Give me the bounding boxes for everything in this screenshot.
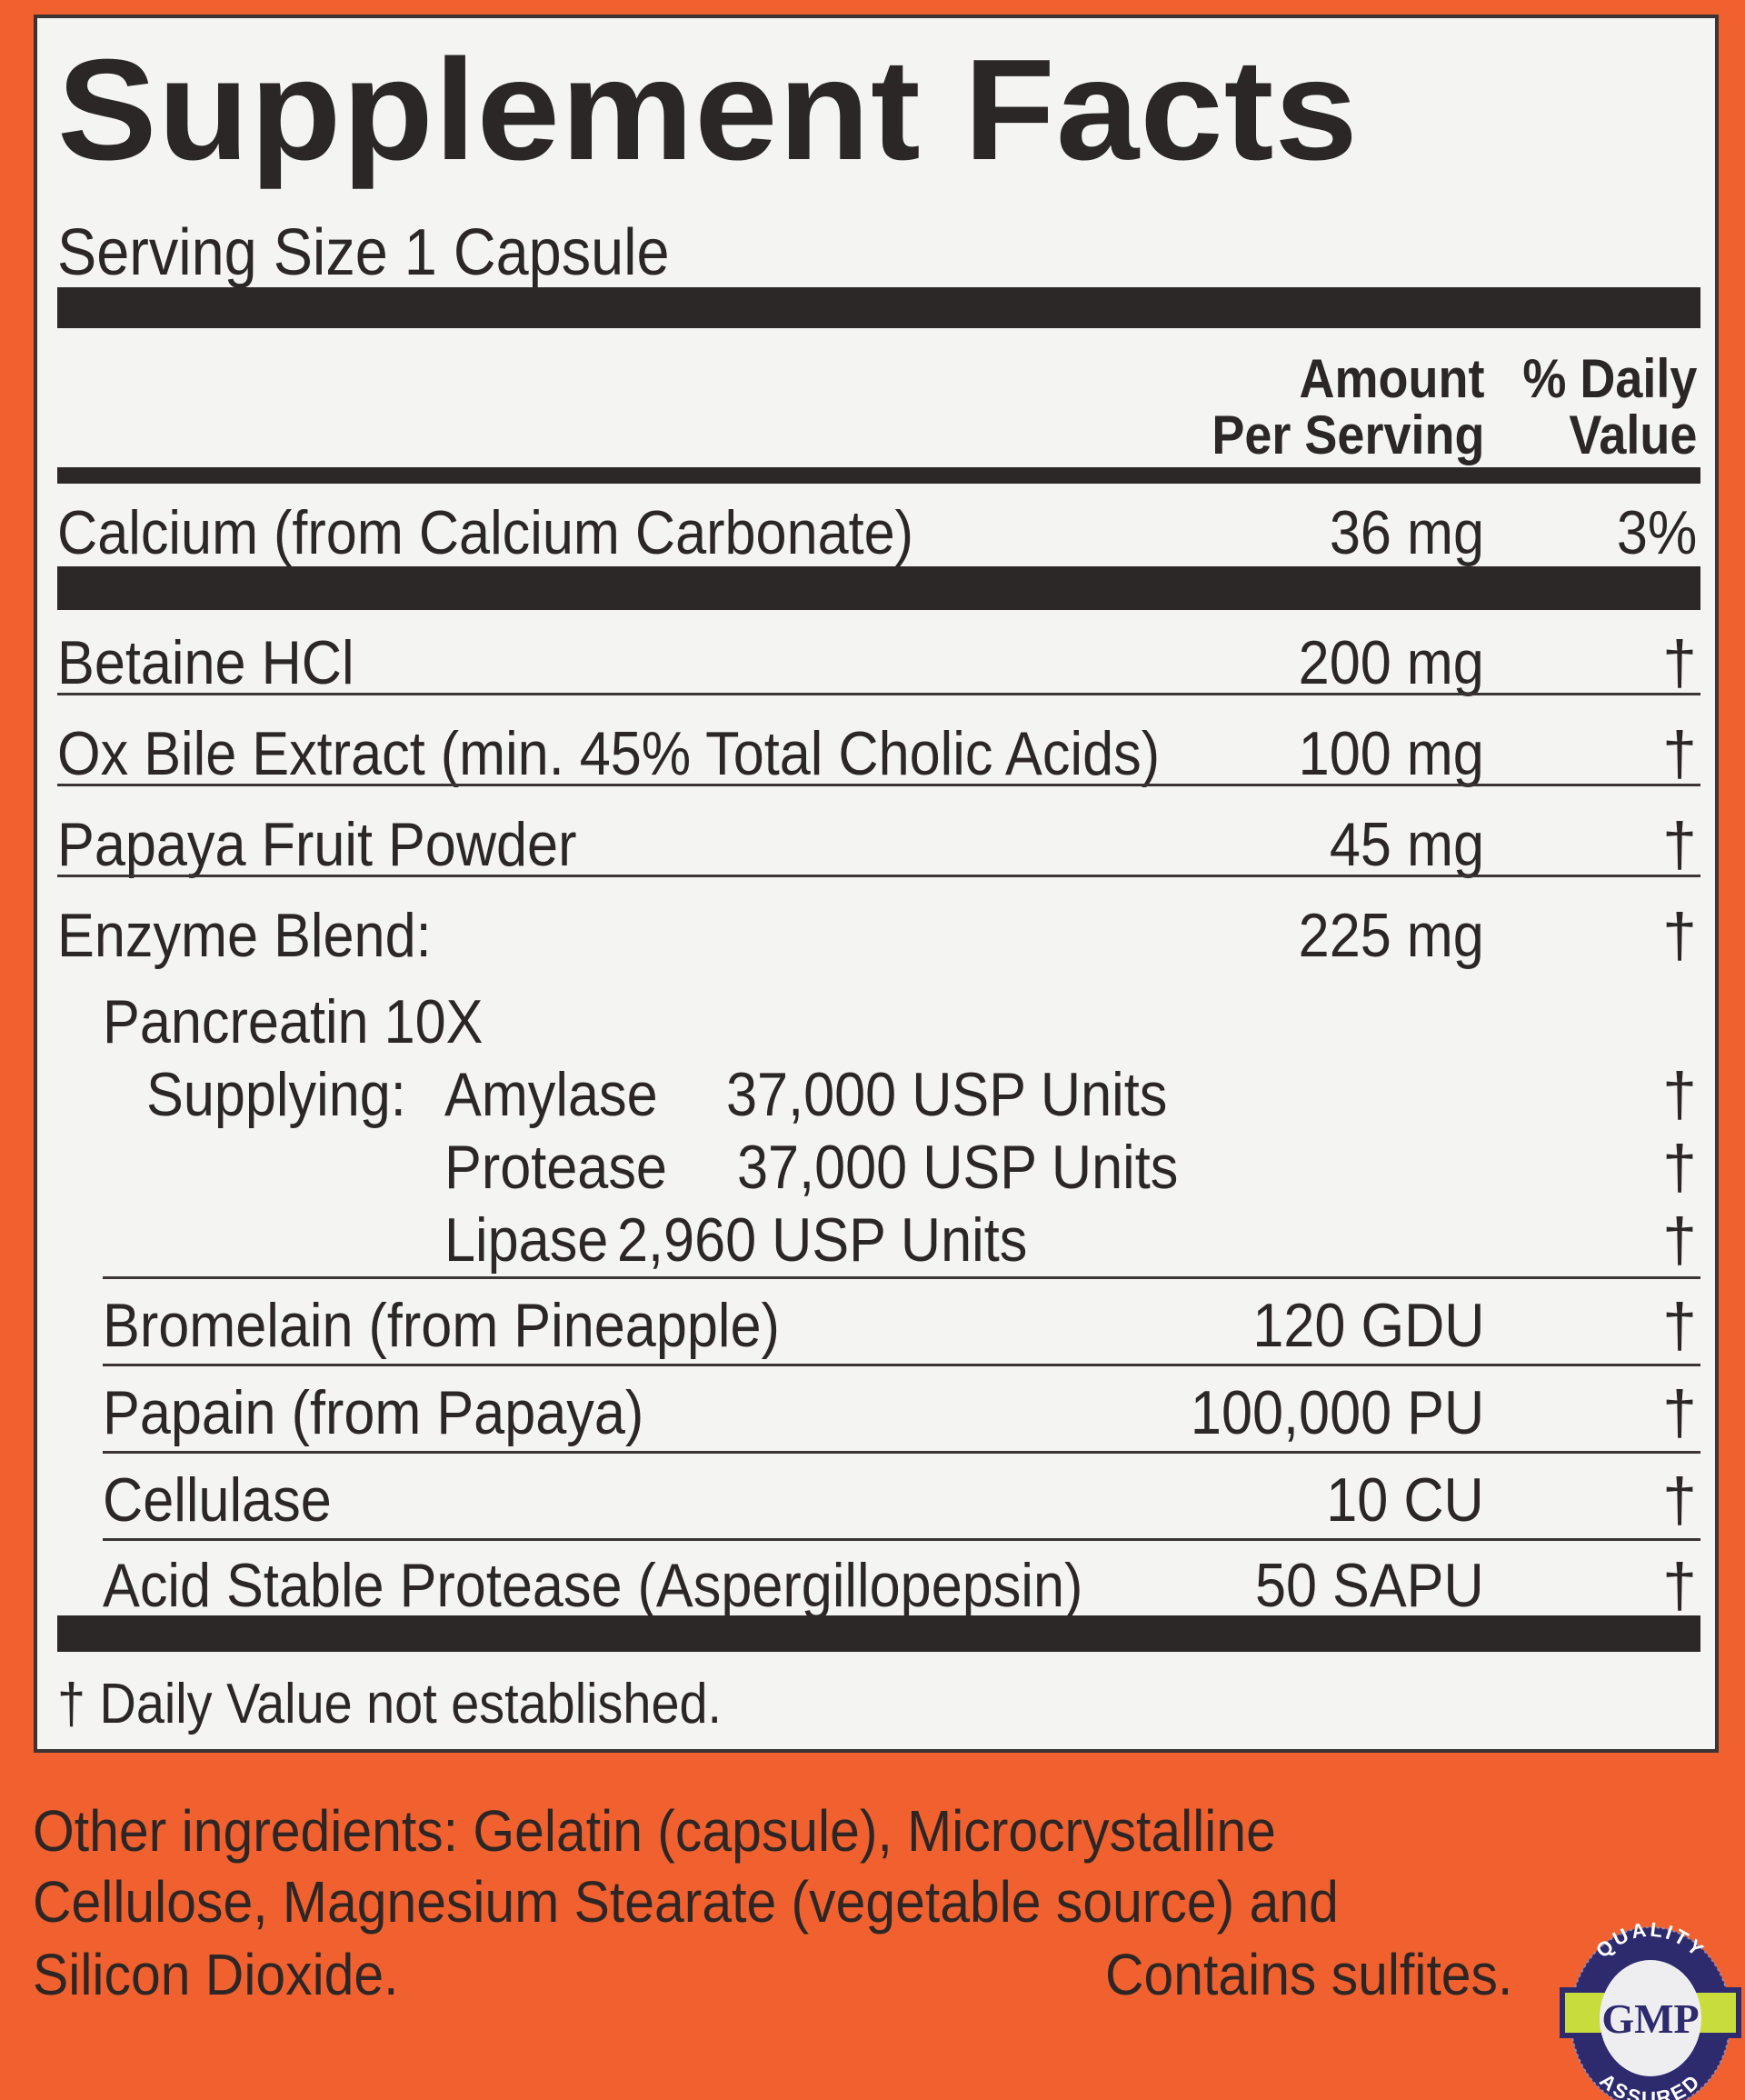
dagger-mark: † — [1662, 1133, 1697, 1202]
row-divider — [57, 875, 1700, 877]
ingredient-name: Acid Stable Protease (Aspergillopepsin) — [103, 1551, 1083, 1620]
dv-header: % Daily Value — [1522, 351, 1697, 464]
other-ingredients-line2: Cellulose, Magnesium Stearate (vegetable… — [33, 1869, 1339, 1935]
ingredient-amount: 45 mg — [1329, 810, 1484, 879]
row-divider — [57, 693, 1700, 695]
row-divider — [103, 1451, 1700, 1454]
enzyme-units: 37,000 USP Units — [737, 1133, 1179, 1202]
row-divider — [57, 784, 1700, 786]
enzyme-units: 37,000 USP Units — [726, 1060, 1168, 1129]
ingredient-name: Bromelain (from Pineapple) — [103, 1291, 780, 1360]
dagger-mark: † — [1662, 1205, 1697, 1275]
ingredient-name: Betaine HCl — [57, 628, 354, 697]
divider-bar — [57, 467, 1700, 484]
dv-header-line1: % Daily — [1521, 348, 1697, 409]
nutrient-name: Calcium (from Calcium Carbonate) — [57, 498, 914, 567]
ingredient-amount: 225 mg — [1298, 901, 1484, 970]
divider-bar — [57, 287, 1700, 328]
ingredient-name: Cellulase — [103, 1465, 332, 1535]
enzyme-units: 2,960 USP Units — [617, 1205, 1028, 1275]
ingredient-name: Papaya Fruit Powder — [57, 810, 577, 879]
dagger-mark: † — [1662, 1378, 1697, 1447]
amount-header-line2: Per Serving — [1211, 405, 1484, 465]
panel-title: Supplement Facts — [57, 30, 1359, 190]
ingredient-amount: 200 mg — [1298, 628, 1484, 697]
ingredient-amount: 100,000 PU — [1190, 1378, 1484, 1447]
enzyme-name: Lipase — [444, 1205, 609, 1275]
dagger-mark: † — [1662, 1060, 1697, 1129]
dagger-mark: † — [1662, 628, 1697, 697]
dagger-mark: † — [1662, 1291, 1697, 1360]
enzyme-name: Protease — [444, 1133, 667, 1202]
footnote: † Daily Value not established. — [57, 1673, 723, 1735]
nutrient-dv: 3% — [1616, 498, 1697, 567]
ingredient-name: Papain (from Papaya) — [103, 1378, 644, 1447]
dagger-mark: † — [1662, 1465, 1697, 1535]
divider-bar — [57, 566, 1700, 610]
row-divider — [103, 1538, 1700, 1541]
pancreatin-name: Pancreatin 10X — [103, 987, 484, 1056]
dagger-mark: † — [1662, 810, 1697, 879]
dagger-mark: † — [1662, 1551, 1697, 1620]
badge-center-text: GMP — [1601, 1995, 1699, 2042]
other-ingredients-line1: Other ingredients: Gelatin (capsule), Mi… — [33, 1798, 1276, 1864]
supplying-label: Supplying: — [146, 1060, 406, 1129]
row-divider — [103, 1276, 1700, 1279]
ingredient-amount: 50 SAPU — [1255, 1551, 1484, 1620]
ingredient-name: Enzyme Blend: — [57, 901, 432, 970]
dv-header-line2: Value — [1568, 405, 1697, 465]
enzyme-name: Amylase — [444, 1060, 658, 1129]
gmp-quality-badge-icon: GMP QUALITY ASSURED — [1560, 1918, 1741, 2100]
other-ingredients-line3: Silicon Dioxide. — [33, 1942, 399, 2007]
contains-sulfites: Contains sulfites. — [1104, 1942, 1512, 2007]
serving-size: Serving Size 1 Capsule — [57, 216, 670, 289]
dagger-mark: † — [1662, 901, 1697, 970]
ingredient-name: Ox Bile Extract (min. 45% Total Cholic A… — [57, 719, 1161, 788]
dagger-mark: † — [1662, 719, 1697, 788]
row-divider — [103, 1364, 1700, 1366]
nutrient-amount: 36 mg — [1329, 498, 1484, 567]
ingredient-amount: 120 GDU — [1251, 1291, 1484, 1360]
supplement-facts-panel: Supplement Facts Serving Size 1 Capsule … — [34, 15, 1719, 1753]
ingredient-amount: 100 mg — [1298, 719, 1484, 788]
ingredient-amount: 10 CU — [1326, 1465, 1484, 1535]
amount-header: Amount Per Serving — [1212, 351, 1484, 464]
amount-header-line1: Amount — [1299, 348, 1484, 409]
divider-bar — [57, 1615, 1700, 1652]
